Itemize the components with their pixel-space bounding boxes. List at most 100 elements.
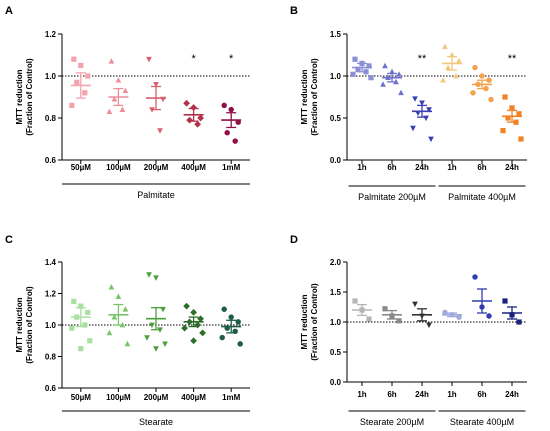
y-axis-label-line: (Fraction of Control) — [310, 283, 319, 361]
y-tick-label: 0.8 — [45, 114, 57, 123]
data-point — [442, 309, 448, 316]
data-point — [453, 72, 459, 79]
y-tick-label: 0.6 — [45, 384, 57, 393]
data-point — [410, 125, 416, 132]
data-point — [183, 302, 190, 310]
panel-a: A MTT reduction(Fraction of Control) 0.6 0.… — [5, 5, 250, 200]
data-point — [228, 106, 234, 113]
data-point — [396, 318, 402, 324]
data-point — [428, 136, 434, 143]
y-axis-label-line: (Fraction of Control) — [25, 58, 34, 136]
y-tick-label: 1.5 — [330, 288, 342, 297]
y-tick-label: 1.2 — [45, 290, 57, 299]
data-point — [144, 335, 150, 341]
x-tick-label: 24h — [415, 390, 429, 399]
y-axis-label-line: MTT reduction — [15, 69, 24, 124]
data-point — [472, 274, 478, 280]
data-point — [398, 89, 404, 96]
data-point — [352, 56, 358, 62]
series-4: * — [183, 53, 204, 128]
data-point — [423, 115, 429, 122]
x-tick-label: 50µM — [71, 163, 92, 172]
data-point — [516, 319, 522, 325]
significance-marker: * — [191, 53, 196, 65]
data-point — [85, 73, 91, 79]
x-tick-label: 24h — [505, 390, 519, 399]
data-point — [224, 129, 230, 136]
data-point — [122, 306, 129, 312]
data-point — [181, 324, 188, 332]
data-point — [69, 102, 75, 108]
data-point — [82, 90, 88, 96]
data-point — [486, 313, 492, 319]
y-axis-label: MTT reduction(Fraction of Control) — [300, 58, 319, 136]
x-tick-label: 24h — [415, 163, 429, 172]
series-2 — [106, 284, 131, 347]
series-1 — [69, 298, 93, 352]
data-point — [479, 73, 485, 79]
data-point — [106, 329, 113, 336]
x-tick-label: 1h — [447, 163, 456, 172]
data-point — [186, 116, 193, 124]
data-point — [396, 71, 402, 77]
y-tick-label: 0.6 — [45, 156, 57, 165]
data-point — [78, 346, 84, 352]
significance-marker: ** — [418, 53, 427, 65]
data-point — [149, 322, 155, 329]
data-point — [115, 77, 122, 83]
y-axis-label: MTT reduction(Fraction of Control) — [15, 286, 34, 364]
data-point — [500, 128, 506, 134]
series-5 — [219, 306, 243, 347]
data-point — [160, 306, 166, 313]
group-label: Stearate 400µM — [450, 417, 514, 427]
x-tick-label: 1mM — [222, 393, 241, 402]
data-point — [183, 99, 190, 107]
data-point — [426, 322, 432, 329]
data-point — [197, 315, 204, 323]
data-point — [82, 322, 88, 328]
data-point — [146, 272, 152, 278]
data-point — [382, 62, 388, 69]
y-tick-label: 1.0 — [45, 321, 57, 330]
data-point — [366, 316, 372, 322]
series-5 — [472, 274, 492, 319]
data-point — [445, 64, 451, 70]
series-4 — [442, 309, 462, 320]
data-point — [419, 100, 425, 106]
y-tick-label: 1.5 — [330, 30, 342, 39]
x-tick-label: 1mM — [222, 163, 241, 172]
data-point — [355, 66, 361, 72]
series-1 — [69, 56, 91, 108]
series-3 — [144, 272, 168, 352]
y-axis-label-line: MTT reduction — [300, 294, 309, 349]
data-point — [505, 115, 511, 121]
data-point — [153, 82, 159, 88]
x-tick-label: 6h — [477, 163, 486, 172]
x-tick-label: 1h — [447, 390, 456, 399]
series-3 — [146, 56, 166, 134]
y-tick-label: 1.0 — [330, 72, 342, 81]
y-tick-label: 0.5 — [330, 348, 342, 357]
data-point — [153, 346, 159, 352]
group-label: Palmitate 400µM — [448, 192, 516, 202]
data-point — [162, 341, 168, 348]
data-point — [71, 56, 77, 62]
data-point — [352, 298, 358, 304]
data-point — [516, 111, 522, 117]
y-tick-label: 1.0 — [330, 318, 342, 327]
x-tick-label: 50µM — [71, 393, 92, 402]
data-point — [124, 340, 131, 347]
y-tick-label: 0.0 — [330, 156, 342, 165]
data-point — [235, 319, 241, 325]
data-point — [108, 58, 115, 64]
data-point — [442, 43, 448, 49]
data-point — [382, 306, 388, 312]
x-tick-label: 400µM — [181, 163, 206, 172]
y-tick-label: 2.0 — [330, 258, 342, 267]
data-point — [199, 329, 206, 337]
data-point — [194, 120, 201, 128]
y-axis-label-line: MTT reduction — [15, 297, 24, 352]
series-1 — [352, 298, 372, 322]
data-point — [456, 314, 462, 320]
